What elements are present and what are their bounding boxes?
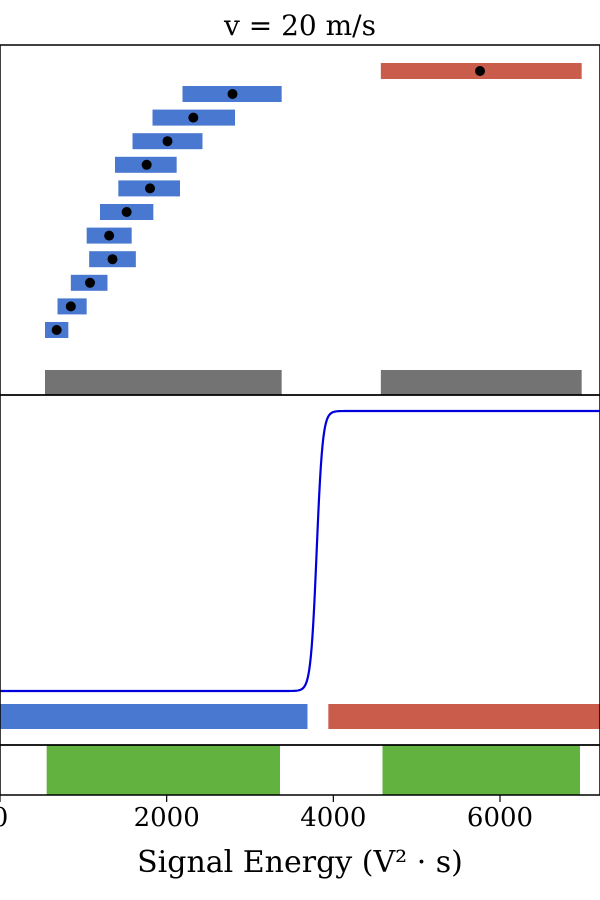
range-point: [141, 159, 152, 170]
top-panel: [45, 63, 582, 395]
middle-panel-frame: [0, 394, 600, 746]
x-tick-label: 6000: [467, 803, 533, 833]
gray-range-bar: [45, 370, 282, 395]
range-point: [65, 301, 76, 312]
range-point: [104, 230, 115, 241]
x-tick-label: 0: [0, 803, 8, 833]
range-point: [145, 183, 155, 194]
green-region: [46, 745, 280, 795]
range-point: [162, 136, 173, 147]
range-point: [475, 66, 485, 76]
x-tick-label: 4000: [300, 803, 366, 833]
range-point: [85, 277, 95, 288]
chart-title: v = 20 m/s: [223, 9, 376, 42]
range-point: [188, 112, 199, 123]
sigmoid-curve: [0, 409, 600, 693]
range-point: [227, 89, 238, 99]
x-axis-label: Signal Energy (V² · s): [137, 845, 463, 880]
middle-panel: [0, 409, 600, 729]
bottom-panel: [46, 745, 580, 795]
red-segment-bar: [328, 704, 600, 729]
range-point: [107, 254, 118, 265]
gray-range-bar: [380, 370, 582, 395]
x-tick-label: 2000: [134, 803, 200, 833]
blue-segment-bar: [0, 704, 308, 729]
x-axis-ticks: 0 2000 4000 6000: [0, 795, 533, 833]
bottom-panel-frame: [0, 744, 600, 796]
top-panel-frame: [0, 44, 600, 396]
green-region: [382, 745, 580, 795]
range-point: [121, 207, 132, 217]
range-point: [51, 325, 62, 335]
